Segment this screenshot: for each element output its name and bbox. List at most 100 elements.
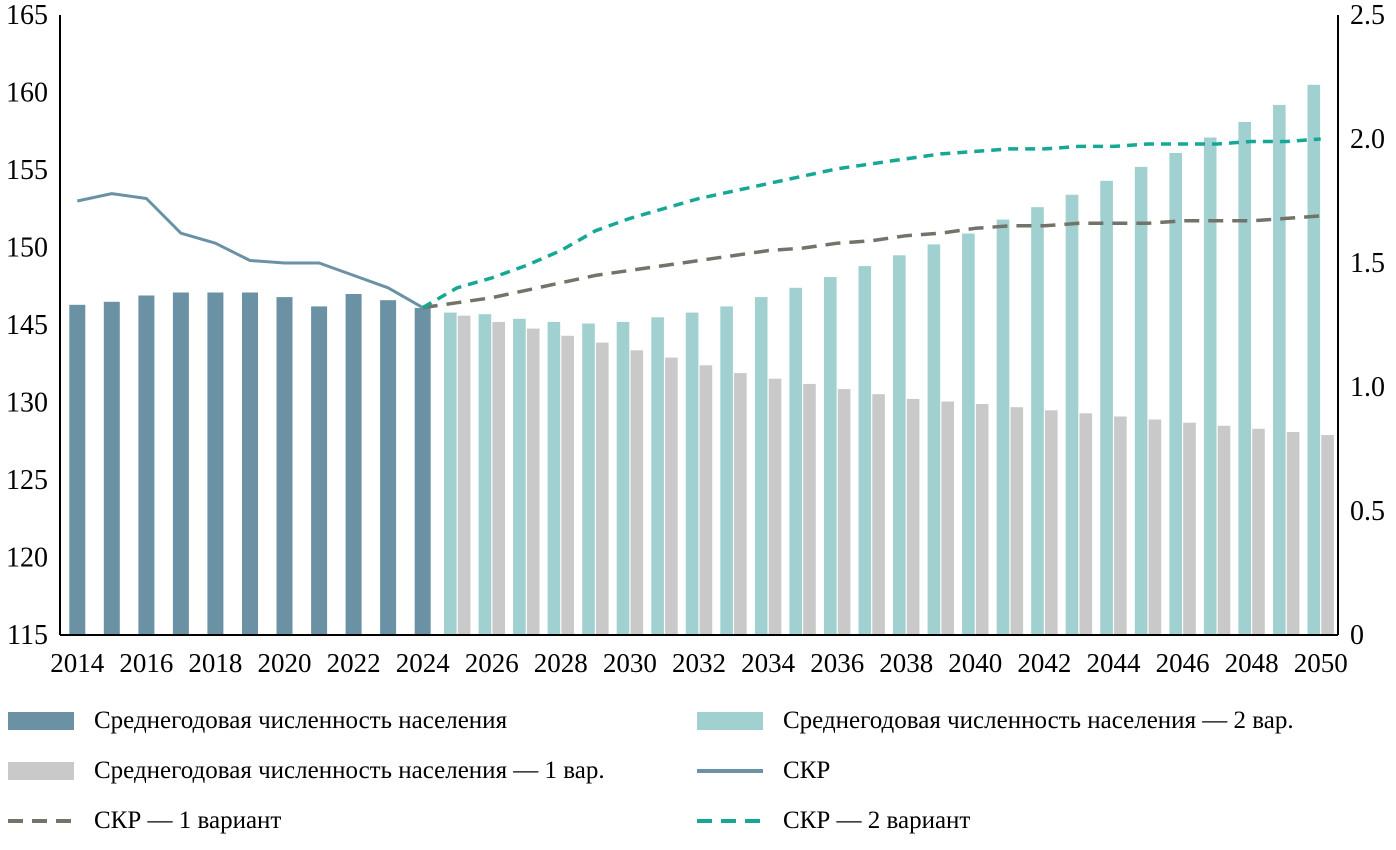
legend-swatch-tfr-variant1 <box>8 819 74 823</box>
bar <box>457 315 471 635</box>
bar <box>478 314 492 635</box>
bar <box>789 287 802 635</box>
bar <box>1114 416 1127 635</box>
tfr-forecast-line <box>421 137 1321 310</box>
bar-series <box>457 315 1334 636</box>
bar <box>1148 419 1162 635</box>
bar <box>824 277 837 635</box>
bar <box>1169 153 1182 635</box>
bar <box>138 295 155 635</box>
bar <box>311 306 328 635</box>
legend-item-population-variant2: Среднегодовая численность населения — 2 … <box>697 706 1386 736</box>
bar <box>665 357 678 635</box>
legend-swatch-population-historical <box>8 712 74 730</box>
bar <box>927 244 941 635</box>
bar <box>547 321 561 635</box>
x-tick-label: 2018 <box>188 648 242 678</box>
bar <box>906 398 920 635</box>
bars <box>69 84 1334 636</box>
x-tick-label: 2028 <box>534 648 588 678</box>
bar <box>526 328 540 635</box>
x-axis-labels: 2014 2016 2018 2020 2022 2024 2026 2028 2030 2032… <box>50 648 1347 678</box>
bar <box>1203 137 1217 635</box>
x-tick-label: 2048 <box>1225 648 1279 678</box>
tfr-forecast-line <box>422 214 1321 310</box>
bar <box>858 266 872 635</box>
legend-item-population-variant1: Среднегодовая численность населения — 1 … <box>8 756 697 786</box>
left-tick-label: 115 <box>7 620 48 651</box>
bar <box>975 404 989 635</box>
bar <box>242 292 258 635</box>
x-tick-label: 2024 <box>396 648 451 678</box>
left-tick-label: 150 <box>6 233 48 264</box>
left-tick-label: 165 <box>6 0 48 31</box>
right-axis-labels: 0 0.5 1.0 1.5 2.0 2.5 <box>1350 0 1385 651</box>
legend: Среднегодовая численность населения Сред… <box>0 690 1396 836</box>
bar <box>941 401 954 635</box>
left-axis-labels: 115 120 125 130 145 150 155 160 165 <box>6 0 48 651</box>
bar <box>513 318 526 635</box>
bar <box>837 389 851 635</box>
x-tick-label: 2014 <box>50 648 105 678</box>
left-tick-label: 145 <box>6 310 48 341</box>
legend-item-tfr-variant1: СКР — 1 вариант <box>8 806 697 836</box>
legend-item-population-historical: Среднегодовая численность населения <box>8 706 697 736</box>
bar <box>276 297 293 635</box>
right-tick-label: 2.0 <box>1350 124 1385 155</box>
bar <box>1010 407 1024 635</box>
bar <box>1100 180 1113 636</box>
x-tick-label: 2034 <box>741 648 796 678</box>
bar <box>1321 435 1334 635</box>
x-tick-label: 2040 <box>948 648 1002 678</box>
bar <box>172 292 189 635</box>
bar <box>720 306 733 635</box>
legend-label-population-variant2: Среднегодовая численность населения — 2 … <box>783 707 1294 734</box>
x-tick-label: 2042 <box>1017 648 1071 678</box>
bar <box>1273 104 1286 635</box>
legend-item-tfr-historical: СКР <box>697 756 1386 786</box>
legend-swatch-tfr-variant2 <box>697 819 763 823</box>
bar <box>1217 425 1231 636</box>
bar <box>596 342 609 635</box>
bar <box>207 292 224 635</box>
bar <box>1045 410 1058 636</box>
bar <box>1238 122 1251 635</box>
bar <box>1183 422 1196 635</box>
bar <box>893 255 906 636</box>
bar-series <box>444 84 1321 636</box>
population-fertility-chart: 115 120 125 130 145 150 155 160 165 0 0.5 1.0 1.5 2.0… <box>6 0 1385 678</box>
bar <box>103 301 120 636</box>
x-tick-label: 2046 <box>1156 648 1210 678</box>
legend-label-population-variant1: Среднегодовая численность населения — 1 … <box>94 757 605 784</box>
x-tick-label: 2016 <box>119 648 173 678</box>
legend-item-tfr-variant2: СКР — 2 вариант <box>697 806 1386 836</box>
bar <box>1079 413 1093 635</box>
bar <box>685 312 699 635</box>
bar <box>492 321 505 635</box>
bar <box>380 300 397 635</box>
x-tick-label: 2038 <box>879 648 933 678</box>
bar <box>582 323 595 635</box>
legend-label-tfr-variant1: СКР — 1 вариант <box>94 807 282 834</box>
legend-label-tfr-variant2: СКР — 2 вариант <box>783 807 971 834</box>
bar <box>651 317 664 636</box>
bar <box>345 294 362 635</box>
x-tick-label: 2020 <box>258 648 312 678</box>
bar <box>1286 432 1300 635</box>
legend-swatch-population-variant2 <box>697 712 763 730</box>
bar <box>69 304 86 635</box>
bar <box>616 321 630 635</box>
bar <box>630 350 644 635</box>
bar <box>1134 166 1148 635</box>
x-tick-label: 2050 <box>1294 648 1348 678</box>
legend-label-population-historical: Среднегодовая численность населения <box>94 707 508 734</box>
bar <box>962 233 975 635</box>
x-tick-label: 2036 <box>810 648 864 678</box>
x-tick-label: 2044 <box>1087 648 1142 678</box>
legend-label-tfr-historical: СКР <box>783 757 831 784</box>
right-tick-label: 1.5 <box>1350 248 1385 279</box>
bar <box>1031 207 1044 635</box>
legend-swatch-population-variant1 <box>8 762 74 780</box>
bar-series <box>69 292 431 636</box>
bar <box>414 308 431 635</box>
